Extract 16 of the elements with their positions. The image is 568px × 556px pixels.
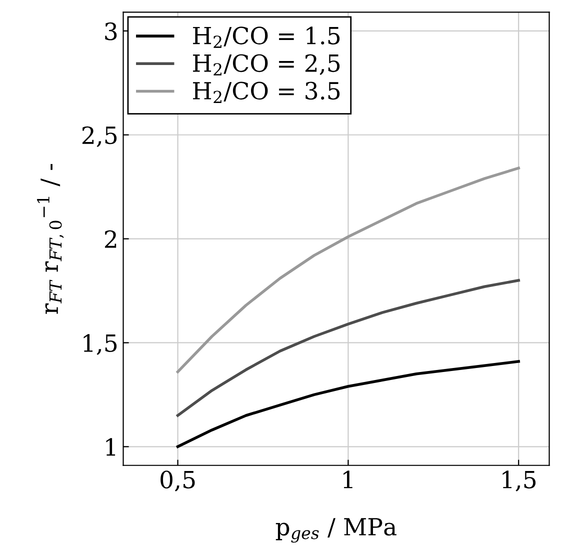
y-axis-title: r$_{FT}$ r$_{FT,0}$$^{−1}$ / - xyxy=(37,164,64,314)
legend-label: H$_{2}$/CO = 3.5 xyxy=(193,82,340,103)
y-tick-label: 3 xyxy=(105,22,117,40)
x-axis-title: p$_{ges}$ / MPa xyxy=(276,518,396,543)
line-series xyxy=(176,278,520,417)
y-tick-label: 2,5 xyxy=(82,126,117,148)
x-tick-label: 1,5 xyxy=(502,470,536,492)
y-tick-label: 1,5 xyxy=(84,334,117,355)
legend-label: H$_{2}$/CO = 2,5 xyxy=(193,54,340,76)
legend-label: H$_{2}$/CO = 1.5 xyxy=(193,26,340,48)
y-tick-label: 1 xyxy=(106,438,116,456)
y-tick-label: 2 xyxy=(104,230,116,248)
line-series xyxy=(176,166,520,374)
line-series xyxy=(176,360,520,448)
x-tick-label: 0,5 xyxy=(160,470,195,492)
x-tick-label: 1 xyxy=(344,470,352,488)
